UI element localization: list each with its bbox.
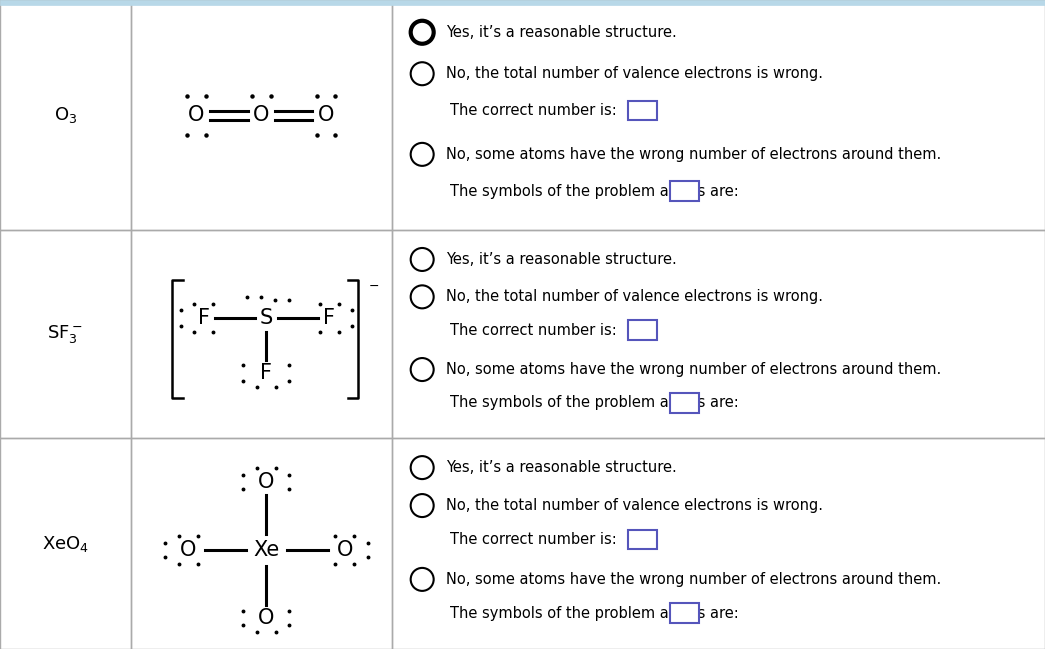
Text: O: O [258, 608, 275, 628]
Text: Yes, it’s a reasonable structure.: Yes, it’s a reasonable structure. [446, 252, 677, 267]
Bar [670, 604, 699, 623]
Text: Xe: Xe [253, 540, 280, 560]
Text: Yes, it’s a reasonable structure.: Yes, it’s a reasonable structure. [446, 460, 677, 475]
Text: The correct number is:: The correct number is: [450, 532, 618, 547]
Text: O: O [253, 105, 270, 125]
Text: $\mathregular{SF_3^-}$: $\mathregular{SF_3^-}$ [47, 323, 84, 345]
Bar [392, 230, 1045, 438]
Text: S: S [260, 308, 273, 328]
Text: F: F [198, 308, 210, 328]
Text: No, the total number of valence electrons is wrong.: No, the total number of valence electron… [446, 66, 823, 81]
Bar [392, 438, 1045, 649]
Text: O: O [336, 540, 353, 560]
Text: F: F [323, 308, 335, 328]
Text: No, some atoms have the wrong number of electrons around them.: No, some atoms have the wrong number of … [446, 572, 942, 587]
Text: O: O [318, 105, 334, 125]
Bar [131, 230, 392, 438]
Bar [670, 393, 699, 413]
Text: O: O [188, 105, 205, 125]
Text: The correct number is:: The correct number is: [450, 323, 618, 337]
Text: $\mathregular{XeO_4}$: $\mathregular{XeO_4}$ [42, 533, 89, 554]
Bar [0, 438, 131, 649]
Text: −: − [369, 280, 379, 293]
Bar [628, 101, 657, 120]
Text: No, some atoms have the wrong number of electrons around them.: No, some atoms have the wrong number of … [446, 147, 942, 162]
Bar [131, 438, 392, 649]
Bar [0, 0, 131, 230]
Text: No, the total number of valence electrons is wrong.: No, the total number of valence electron… [446, 289, 823, 304]
Text: Yes, it’s a reasonable structure.: Yes, it’s a reasonable structure. [446, 25, 677, 40]
Text: No, some atoms have the wrong number of electrons around them.: No, some atoms have the wrong number of … [446, 362, 942, 377]
Text: No, the total number of valence electrons is wrong.: No, the total number of valence electron… [446, 498, 823, 513]
Text: F: F [260, 363, 273, 383]
Text: O: O [180, 540, 196, 560]
Bar [392, 0, 1045, 230]
Text: The symbols of the problem atoms are:: The symbols of the problem atoms are: [450, 606, 739, 620]
Text: O: O [258, 472, 275, 492]
Text: The correct number is:: The correct number is: [450, 103, 618, 118]
Bar [670, 182, 699, 201]
Bar [628, 321, 657, 340]
Bar [0, 0, 1045, 5]
Bar [0, 230, 131, 438]
Bar [628, 530, 657, 549]
Text: The symbols of the problem atoms are:: The symbols of the problem atoms are: [450, 184, 739, 199]
Bar [131, 0, 392, 230]
Text: $\mathregular{O_3}$: $\mathregular{O_3}$ [53, 105, 77, 125]
Text: The symbols of the problem atoms are:: The symbols of the problem atoms are: [450, 395, 739, 410]
